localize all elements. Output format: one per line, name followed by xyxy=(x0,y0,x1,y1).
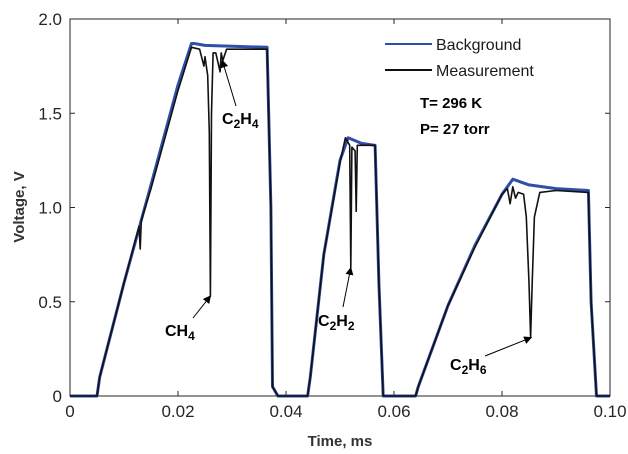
legend: Background Measurement xyxy=(385,37,534,80)
y-tick-label: 1.0 xyxy=(38,199,62,218)
species-label: CH4 xyxy=(165,323,195,343)
plot-area xyxy=(69,18,611,397)
annotation-arrow xyxy=(342,266,354,308)
x-tick-label: 0.10 xyxy=(593,402,626,421)
x-tick-label: 0 xyxy=(65,402,74,421)
series-line-measurement xyxy=(70,46,610,397)
x-tick-label: 0.02 xyxy=(161,402,194,421)
y-tick-label: 2.0 xyxy=(38,10,62,29)
x-tick-label: 0.06 xyxy=(377,402,410,421)
y-tick-label: 1.5 xyxy=(38,104,62,123)
annotation-arrow xyxy=(484,336,533,357)
pressure-label: P= 27 torr xyxy=(420,121,490,138)
species-label: C2H2 xyxy=(318,313,355,333)
species-label: C2H6 xyxy=(450,357,487,377)
x-axis-label: Time, ms xyxy=(308,433,373,450)
species-label: C2H4 xyxy=(222,111,259,131)
x-tick-label: 0.08 xyxy=(485,402,518,421)
annotation-arrow xyxy=(220,59,237,107)
legend-label-measurement: Measurement xyxy=(436,63,534,80)
y-tick-label: 0.5 xyxy=(38,293,62,312)
y-tick-label: 0 xyxy=(53,387,62,406)
x-tick-label: 0.04 xyxy=(269,402,302,421)
y-axis-label: Voltage, V xyxy=(11,171,28,242)
legend-label-background: Background xyxy=(436,37,521,54)
annotation-arrow xyxy=(192,295,212,319)
temperature-label: T= 296 K xyxy=(420,95,482,112)
